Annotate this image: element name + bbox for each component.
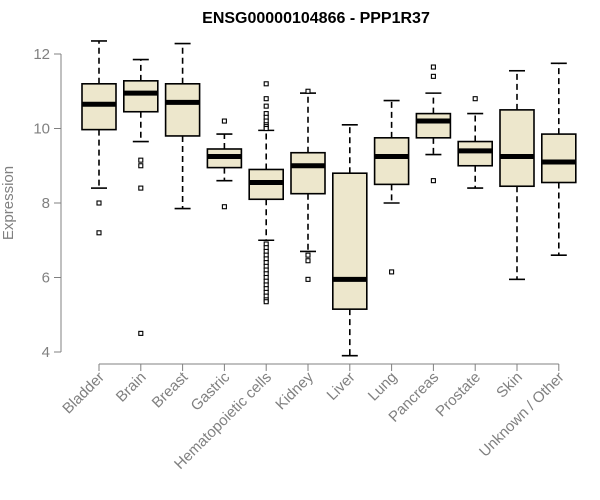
outlier-point: [472, 96, 478, 102]
box-liver: [331, 123, 368, 357]
outlier-point: [138, 163, 144, 169]
outlier-point: [430, 64, 436, 70]
y-tick-label: 6: [42, 270, 50, 287]
box-skin: [499, 69, 535, 281]
outlier-point: [305, 258, 311, 264]
box-breast: [164, 42, 201, 210]
iqr-box: [457, 140, 494, 167]
y-tick-label: 4: [42, 344, 50, 361]
iqr-box: [331, 172, 368, 310]
x-tick-label: Bladder: [59, 369, 108, 418]
outlier-point: [263, 81, 269, 87]
box-pancreas: [415, 64, 452, 184]
box-kidney: [290, 88, 326, 282]
iqr-box: [540, 133, 577, 184]
box-bladder: [81, 40, 117, 236]
box-hematopoietic-cells: [248, 81, 284, 305]
box-unknown-other: [540, 62, 577, 256]
outlier-point: [263, 103, 269, 109]
box-lung: [373, 99, 410, 275]
x-tick-label: Kidney: [272, 368, 317, 413]
outlier-point: [138, 185, 144, 191]
outlier-point: [96, 230, 102, 236]
outlier-point: [305, 276, 311, 282]
outlier-point: [389, 269, 395, 275]
outlier-point: [263, 96, 269, 102]
x-tick-label: Breast: [149, 368, 192, 411]
x-tick-label: Skin: [493, 369, 526, 402]
x-tick-label: Liver: [324, 369, 359, 404]
outlier-point: [263, 299, 269, 305]
outlier-point: [430, 73, 436, 79]
y-axis-label: Expression: [0, 166, 17, 240]
box-prostate: [457, 96, 494, 189]
x-tick-label: Prostate: [432, 369, 484, 421]
y-tick-label: 12: [33, 46, 50, 63]
outlier-point: [305, 88, 311, 94]
outlier-point: [138, 157, 144, 163]
iqr-box: [164, 83, 201, 137]
box-gastric: [206, 118, 243, 210]
iqr-box: [290, 151, 326, 195]
x-tick-label: Lung: [365, 369, 401, 405]
iqr-box: [123, 80, 159, 113]
outlier-point: [263, 125, 269, 132]
y-axis: 4 6 8 10 12: [33, 46, 62, 361]
x-tick-label: Brain: [113, 369, 150, 406]
y-tick-label: 8: [42, 195, 50, 212]
outlier-point: [221, 118, 227, 124]
box-brain: [123, 58, 159, 336]
outlier-point: [96, 200, 102, 206]
iqr-box: [499, 109, 535, 188]
outlier-point: [221, 204, 227, 210]
y-tick-label: 10: [33, 121, 50, 138]
boxes-group: [81, 40, 577, 357]
iqr-box: [373, 137, 410, 186]
outlier-point: [430, 178, 436, 184]
outlier-point: [138, 330, 144, 336]
outlier-point: [305, 252, 311, 258]
iqr-box: [415, 112, 452, 139]
chart-title: ENSG00000104866 - PPP1R37: [202, 10, 430, 27]
